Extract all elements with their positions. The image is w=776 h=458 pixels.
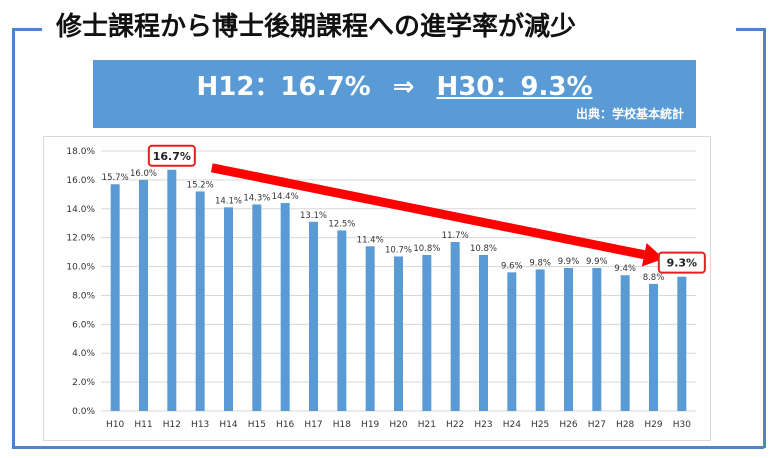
bar-H16 bbox=[280, 203, 290, 411]
x-tick-label: H19 bbox=[361, 420, 379, 430]
banner-from: H12：16.7% bbox=[196, 72, 371, 102]
data-label: 11.4% bbox=[357, 235, 384, 245]
data-label: 9.6% bbox=[501, 261, 523, 271]
page-title: 修士課程から博士後期課程への進学率が減少 bbox=[56, 12, 577, 42]
x-tick-label: H17 bbox=[304, 420, 322, 430]
y-tick-label: 10.0% bbox=[66, 263, 95, 273]
data-label: 14.1% bbox=[215, 196, 242, 206]
x-tick-label: H11 bbox=[134, 420, 152, 430]
bar-H14 bbox=[224, 207, 233, 411]
callout-box-H30 bbox=[657, 251, 706, 274]
x-tick-label: H30 bbox=[673, 420, 691, 430]
y-tick-label: 4.0% bbox=[72, 349, 95, 359]
banner-arrow-icon: ⇒ bbox=[392, 72, 415, 102]
bar-H11 bbox=[139, 179, 148, 411]
x-tick-label: H29 bbox=[644, 420, 662, 430]
x-tick-label: H21 bbox=[418, 420, 436, 430]
bar-H27 bbox=[592, 268, 602, 411]
bar-H13 bbox=[195, 191, 205, 411]
bar-H18 bbox=[337, 230, 347, 411]
bar-H12 bbox=[167, 169, 177, 411]
x-tick-label: H23 bbox=[474, 420, 492, 430]
x-tick-label: H13 bbox=[191, 420, 209, 430]
y-tick-label: 2.0% bbox=[72, 378, 95, 388]
bar-H29 bbox=[649, 283, 658, 411]
banner-main-text: H12：16.7% ⇒ H30：9.3% bbox=[93, 66, 696, 103]
data-label: 10.8% bbox=[413, 244, 440, 254]
data-label: 12.5% bbox=[328, 219, 355, 229]
x-tick-label: H12 bbox=[163, 420, 181, 430]
x-tick-label: H27 bbox=[588, 420, 606, 430]
data-label: 14.4% bbox=[272, 192, 299, 202]
data-label: 15.7% bbox=[102, 173, 129, 183]
y-tick-label: 8.0% bbox=[72, 291, 95, 301]
y-tick-label: 6.0% bbox=[72, 320, 95, 330]
banner-source: 出典：学校基本統計 bbox=[575, 107, 684, 121]
y-tick-label: 18.0% bbox=[66, 147, 95, 157]
data-label: 9.9% bbox=[586, 257, 608, 267]
bar-H17 bbox=[309, 221, 318, 411]
callout-label-H12: 16.7% bbox=[153, 150, 191, 163]
x-tick-label: H14 bbox=[219, 420, 237, 430]
data-label: 14.3% bbox=[243, 193, 270, 203]
data-label: 9.8% bbox=[529, 258, 551, 268]
frame-bottom-line bbox=[12, 446, 764, 449]
frame-top-left-line bbox=[12, 28, 42, 31]
data-label: 10.7% bbox=[385, 245, 412, 255]
summary-banner: H12：16.7% ⇒ H30：9.3% 出典：学校基本統計 bbox=[93, 60, 696, 128]
data-label: 8.8% bbox=[643, 273, 665, 283]
bar-H15 bbox=[252, 204, 262, 411]
data-label: 9.9% bbox=[558, 257, 580, 267]
bar-H10 bbox=[110, 184, 120, 411]
bar-H26 bbox=[564, 268, 573, 411]
bar-H24 bbox=[507, 272, 517, 411]
x-tick-label: H18 bbox=[333, 420, 351, 430]
banner-to: H30：9.3% bbox=[436, 72, 593, 102]
bar-chart: 0.0% 2.0% 4.0% 6.0% 8.0% 10.0% 12.0% 14.0% 16.0%… bbox=[66, 144, 706, 430]
bar-H22 bbox=[450, 242, 460, 411]
x-tick-label: H24 bbox=[503, 420, 521, 430]
x-tick-label: H20 bbox=[389, 420, 407, 430]
y-tick-label: 16.0% bbox=[66, 176, 95, 186]
x-tick-label: H28 bbox=[616, 420, 634, 430]
data-label: 10.8% bbox=[470, 244, 497, 254]
data-label: 11.7% bbox=[442, 231, 469, 241]
data-label: 9.4% bbox=[614, 264, 636, 274]
chart-container: 0.0% 2.0% 4.0% 6.0% 8.0% 10.0% 12.0% 14.0% 16.0%… bbox=[43, 136, 711, 441]
x-tick-label: H26 bbox=[559, 420, 577, 430]
bar-H21 bbox=[422, 255, 432, 411]
data-label: 15.2% bbox=[187, 180, 214, 190]
frame-top-right-line bbox=[736, 28, 766, 31]
y-tick-label: 12.0% bbox=[66, 234, 95, 244]
data-label: 16.0% bbox=[130, 169, 157, 179]
frame-right-line bbox=[763, 28, 766, 448]
bar-H28 bbox=[620, 275, 630, 411]
x-tick-label: H15 bbox=[248, 420, 266, 430]
y-tick-label: 0.0% bbox=[72, 407, 95, 417]
bar-H23 bbox=[479, 255, 488, 411]
trend-arrow-shaft bbox=[210, 163, 646, 260]
bar-H20 bbox=[394, 256, 403, 411]
y-tick-label: 14.0% bbox=[66, 205, 95, 215]
bar-H19 bbox=[365, 246, 375, 411]
frame-left-line bbox=[12, 28, 15, 448]
data-label: 13.1% bbox=[300, 211, 327, 221]
bar-H25 bbox=[535, 269, 545, 411]
x-tick-label: H10 bbox=[106, 420, 124, 430]
x-tick-label: H22 bbox=[446, 420, 464, 430]
callout-label-H30: 9.3% bbox=[667, 257, 698, 270]
x-tick-label: H16 bbox=[276, 420, 294, 430]
bar-H30 bbox=[677, 276, 687, 411]
callout-box-H12 bbox=[147, 144, 196, 167]
x-tick-label: H25 bbox=[531, 420, 549, 430]
